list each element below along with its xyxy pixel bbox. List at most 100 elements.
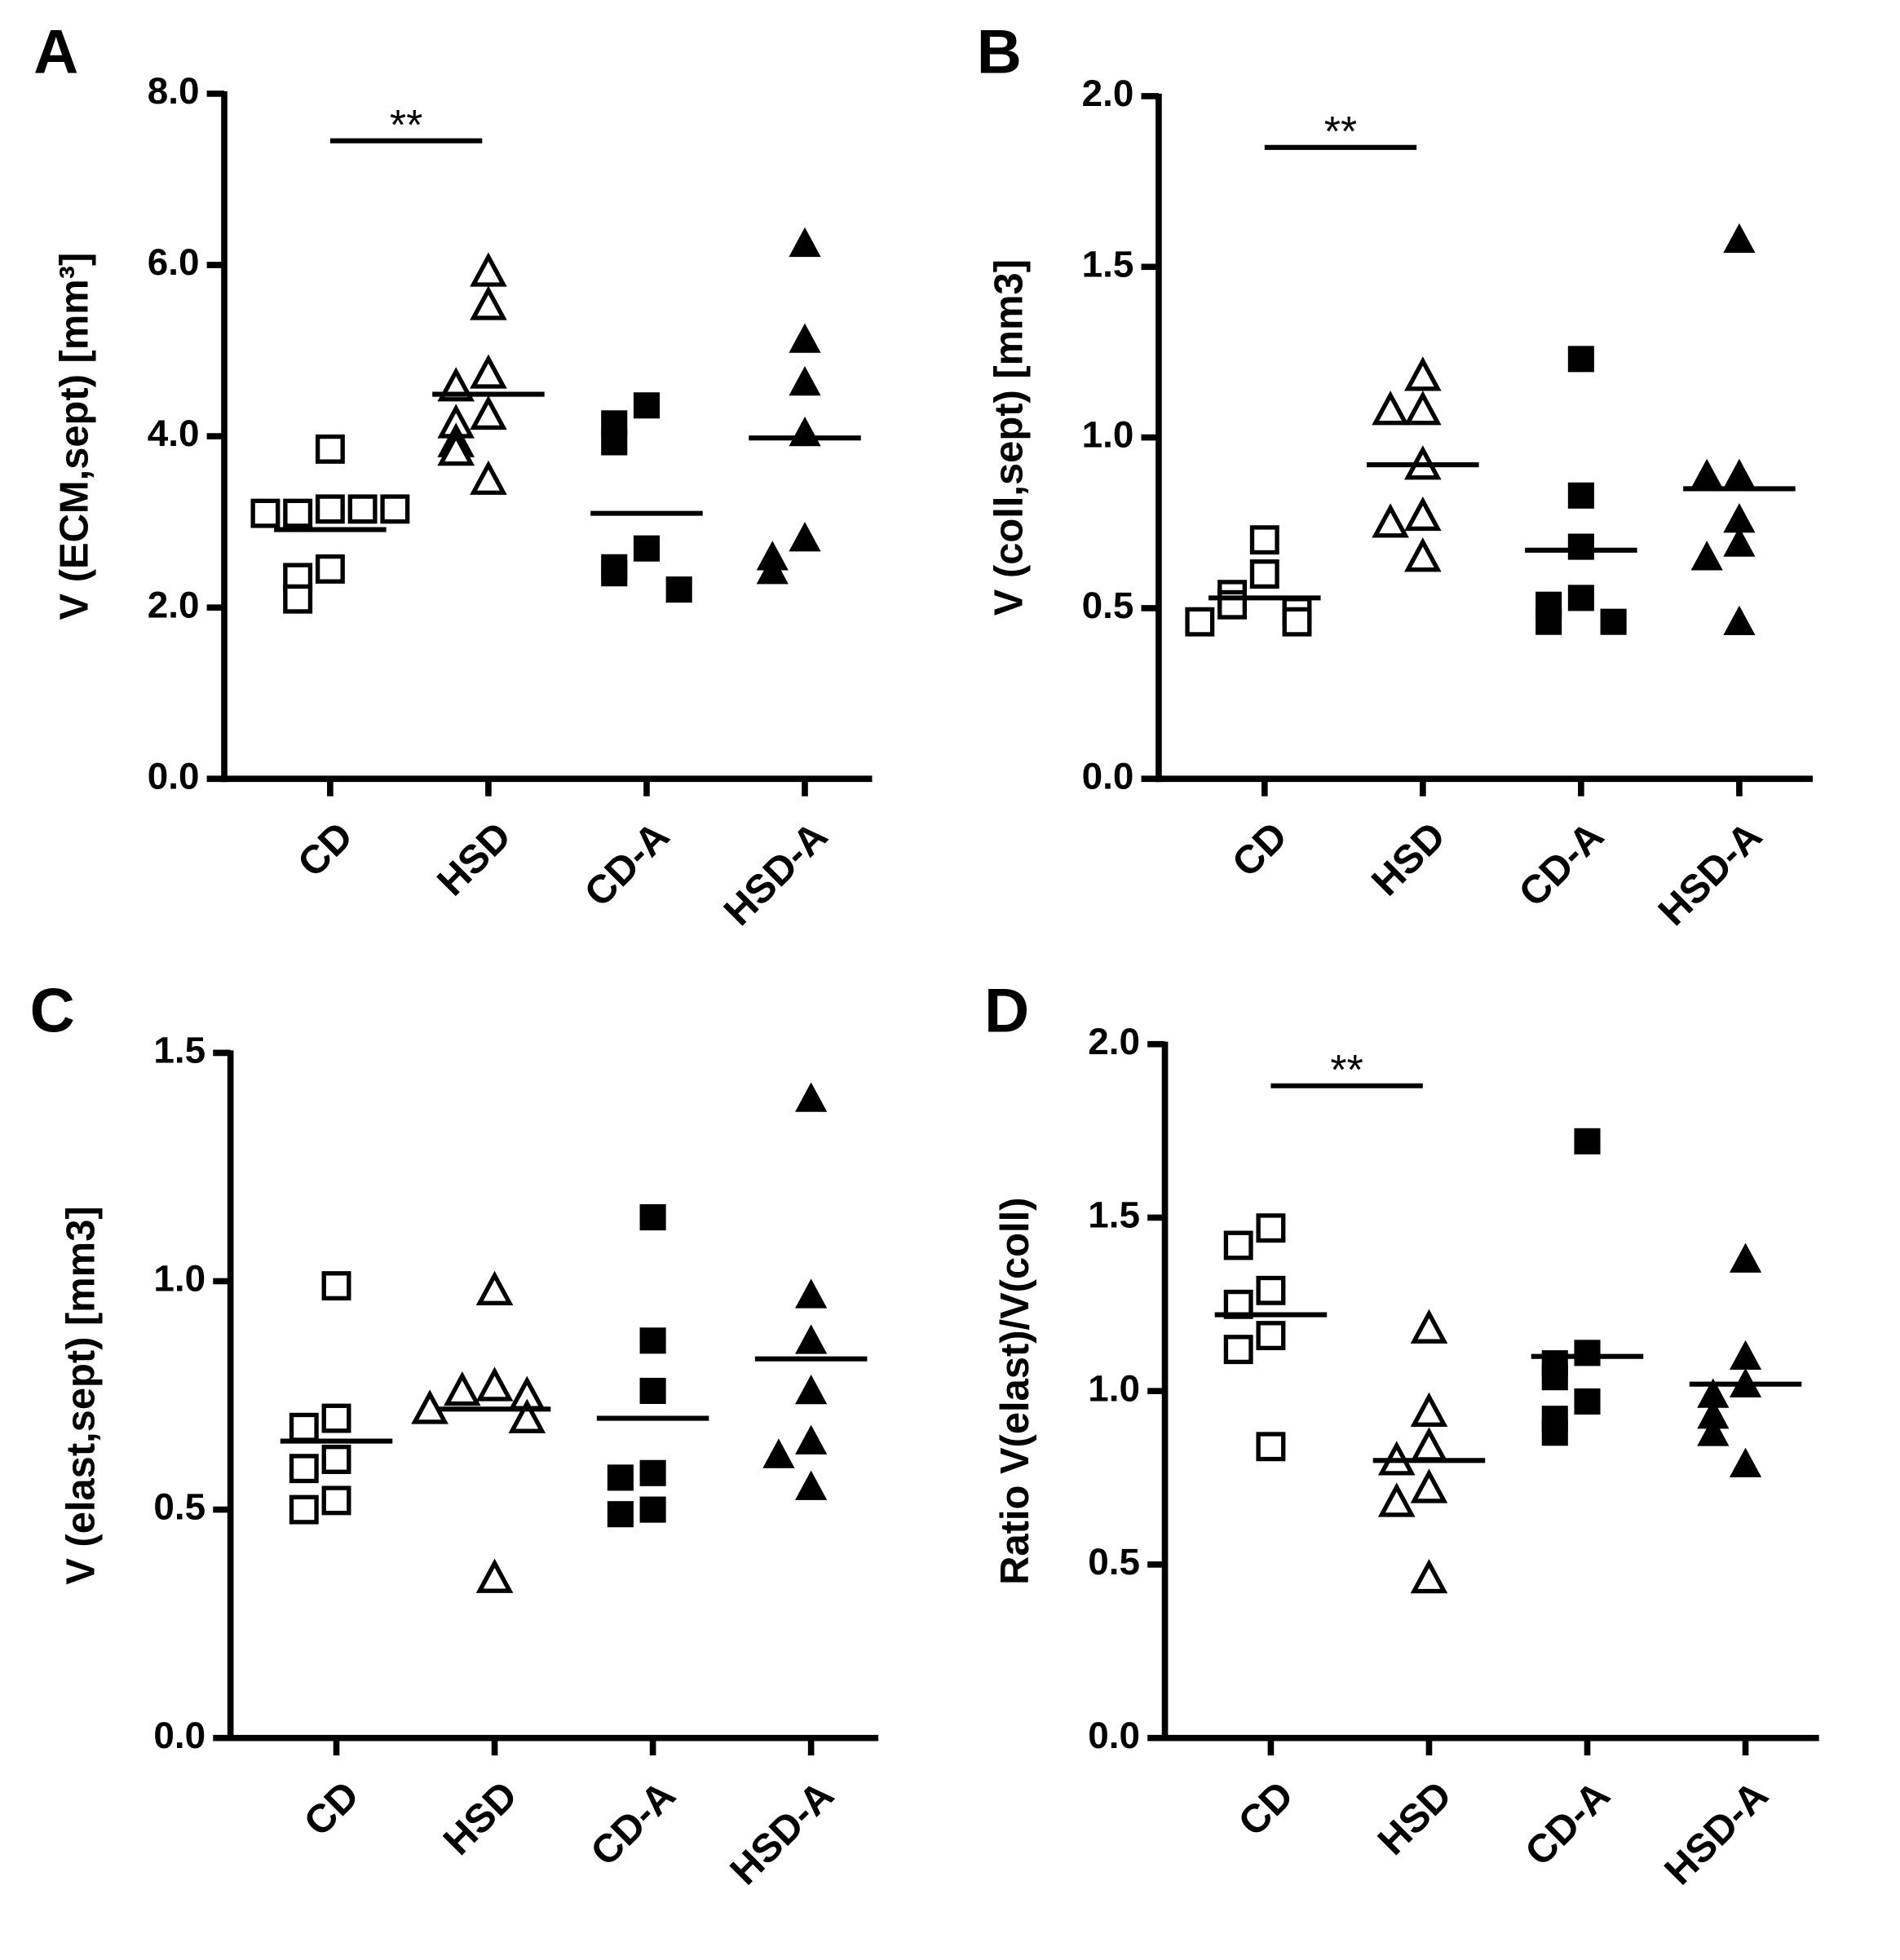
y-tick-label: 0.0 xyxy=(148,755,200,797)
x-tick-label: CD xyxy=(289,814,361,885)
x-tick-label: CD xyxy=(296,1773,368,1845)
data-point xyxy=(1690,541,1723,571)
data-point xyxy=(1541,1364,1568,1391)
data-point xyxy=(1410,1427,1448,1462)
data-point xyxy=(1723,527,1756,557)
data-point xyxy=(1249,559,1279,589)
data-point xyxy=(1404,356,1442,391)
y-tick-label: 1.0 xyxy=(1082,414,1134,456)
data-point xyxy=(633,535,661,562)
y-tick-label: 0.5 xyxy=(1088,1541,1140,1583)
y-tick-label: 2.0 xyxy=(1082,73,1134,114)
data-point xyxy=(1256,1275,1286,1305)
data-point xyxy=(639,1204,666,1231)
data-point xyxy=(1256,1213,1286,1243)
data-point xyxy=(347,494,378,524)
data-point xyxy=(1729,1243,1762,1273)
data-point xyxy=(508,1398,546,1433)
data-point xyxy=(289,1454,319,1484)
data-point xyxy=(283,498,313,528)
x-tick-label: CD-A xyxy=(577,814,678,916)
data-point xyxy=(1410,1468,1448,1503)
data-point xyxy=(321,1271,351,1301)
data-point xyxy=(633,392,661,419)
data-point xyxy=(470,285,507,320)
data-point xyxy=(475,1366,514,1402)
data-point xyxy=(639,1327,666,1354)
data-point xyxy=(283,584,313,614)
data-point xyxy=(762,1438,795,1468)
x-tick-label: HSD-A xyxy=(722,1773,842,1894)
data-point xyxy=(1600,608,1627,635)
data-point xyxy=(1574,1388,1601,1415)
data-point xyxy=(639,1377,666,1404)
data-point xyxy=(1574,1340,1601,1366)
data-point xyxy=(315,494,345,524)
data-point xyxy=(380,494,410,524)
data-point xyxy=(601,560,628,587)
data-point xyxy=(1256,1321,1286,1351)
data-point xyxy=(315,554,345,584)
data-point xyxy=(601,429,628,456)
x-tick-label: HSD xyxy=(429,814,519,904)
data-point xyxy=(795,1278,828,1309)
y-tick-label: 0.0 xyxy=(153,1715,205,1756)
data-point xyxy=(1410,1559,1448,1594)
data-point xyxy=(1723,458,1756,489)
data-point xyxy=(289,1412,319,1442)
y-tick-label: 0.5 xyxy=(1082,585,1134,626)
panel-label: B xyxy=(977,17,1022,86)
y-tick-label: 2.0 xyxy=(1088,1021,1140,1062)
data-point xyxy=(1729,1447,1762,1477)
data-point xyxy=(789,416,821,447)
data-point xyxy=(639,1496,666,1523)
data-point xyxy=(1249,525,1279,555)
x-tick-label: HSD-A xyxy=(1650,814,1771,934)
data-point xyxy=(795,1470,828,1500)
data-point xyxy=(1256,1432,1286,1462)
data-point xyxy=(1404,391,1442,426)
panel-label: C xyxy=(30,977,75,1046)
data-point xyxy=(795,1324,828,1354)
y-tick-label: 1.0 xyxy=(153,1258,205,1300)
data-point xyxy=(1541,1419,1568,1446)
x-tick-label: CD-A xyxy=(1517,1773,1619,1875)
x-tick-label: HSD xyxy=(435,1773,526,1864)
x-tick-label: HSD-A xyxy=(716,814,837,934)
data-point xyxy=(1282,607,1312,637)
data-point xyxy=(1372,391,1409,426)
data-point xyxy=(1410,1392,1448,1427)
data-point xyxy=(470,395,507,430)
data-point xyxy=(321,1403,351,1433)
x-tick-label: CD xyxy=(1231,1773,1302,1845)
data-point xyxy=(437,430,475,466)
data-point xyxy=(1372,503,1409,538)
y-tick-label: 2.0 xyxy=(148,584,200,625)
data-point xyxy=(1723,605,1756,636)
data-point xyxy=(470,252,507,287)
data-point xyxy=(789,227,821,258)
data-point xyxy=(1723,223,1756,254)
y-axis-label: V (coll,sept) [mm3] xyxy=(988,259,1032,616)
panel-label: D xyxy=(984,977,1029,1046)
data-point xyxy=(789,323,821,353)
data-point xyxy=(1690,458,1723,489)
y-axis-label: V (elast,sept) [mm3] xyxy=(59,1206,103,1584)
data-point xyxy=(1223,1335,1253,1365)
data-point xyxy=(1535,608,1562,635)
significance-label: ** xyxy=(390,102,422,149)
y-tick-label: 6.0 xyxy=(148,241,200,283)
y-tick-label: 0.0 xyxy=(1082,755,1134,797)
y-tick-label: 8.0 xyxy=(148,70,200,112)
data-point xyxy=(1404,537,1442,572)
y-tick-label: 0.5 xyxy=(153,1486,205,1528)
data-point xyxy=(795,1424,828,1455)
data-point xyxy=(1729,1340,1762,1370)
data-point xyxy=(1410,1309,1448,1344)
x-tick-label: HSD xyxy=(1363,814,1454,904)
data-point xyxy=(250,498,281,528)
data-point xyxy=(639,1459,666,1486)
data-point xyxy=(1567,482,1594,509)
data-point xyxy=(1574,1128,1601,1154)
x-tick-label: HSD-A xyxy=(1656,1773,1777,1894)
